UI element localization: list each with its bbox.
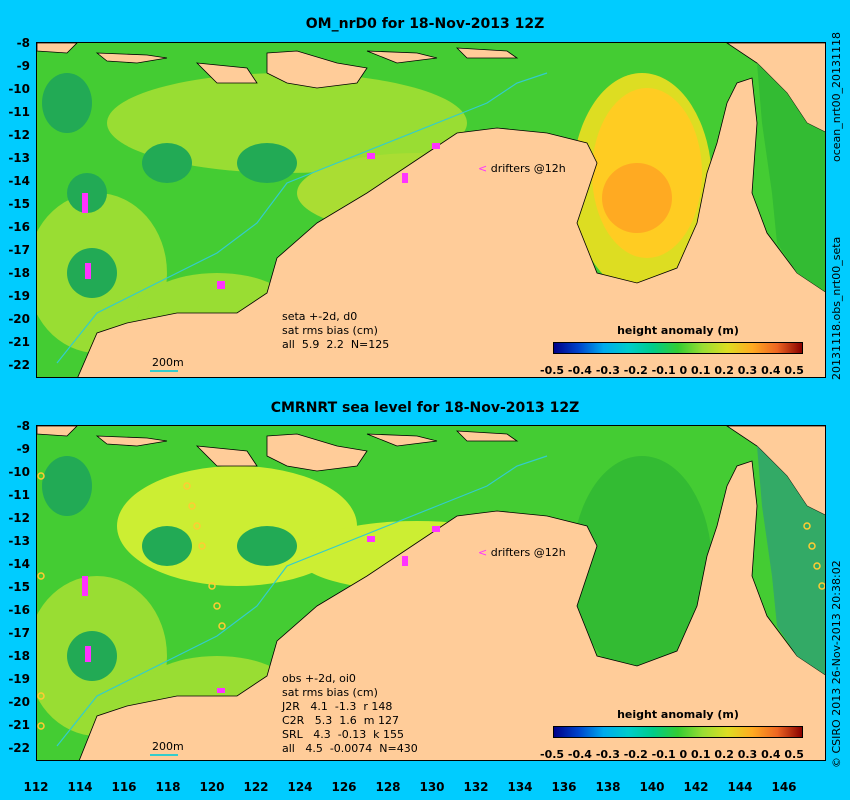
bottom-ytick: -18 [8, 649, 30, 663]
bottom-ytick: -17 [8, 626, 30, 640]
top-ytick: -10 [8, 82, 30, 96]
bottom-map[interactable] [36, 425, 826, 761]
top-ytick: -16 [8, 220, 30, 234]
bottom-ytick: -12 [8, 511, 30, 525]
top-ytick: -19 [8, 289, 30, 303]
bottom-ytick: -8 [16, 419, 30, 433]
bottom-isobath-legend-line [150, 754, 178, 756]
top-ytick: -15 [8, 197, 30, 211]
top-ytick: -20 [8, 312, 30, 326]
xtick: 144 [727, 780, 753, 794]
bottom-ytick: -9 [16, 442, 30, 456]
top-ytick: -11 [8, 105, 30, 119]
bottom-colorbar [553, 726, 803, 738]
top-colorbar-ticks: -0.5 -0.4 -0.3 -0.2 -0.1 0 0.1 0.2 0.3 0.4 0.5 [540, 364, 804, 377]
bottom-drifters-label: < drifters @12h [478, 546, 566, 559]
bottom-ytick: -13 [8, 534, 30, 548]
bottom-stats: obs +-2d, oi0 sat rms bias (cm) J2R 4.1 -1… [282, 672, 418, 755]
bottom-side-label: © CSIRO 2013 26-Nov-2013 20:38:02 [830, 560, 843, 768]
bottom-ytick: -14 [8, 557, 30, 571]
top-drifters-label: < drifters @12h [478, 162, 566, 175]
xtick: 116 [111, 780, 137, 794]
top-scale-label: 200m [152, 356, 184, 369]
top-ytick: -18 [8, 266, 30, 280]
top-ytick: -14 [8, 174, 30, 188]
bottom-ytick: -16 [8, 603, 30, 617]
top-ytick: -12 [8, 128, 30, 142]
top-map-title: OM_nrD0 for 18-Nov-2013 12Z [305, 16, 545, 32]
top-side-label-2: 20131118.obs_nrt00_seta [830, 236, 843, 380]
top-map[interactable] [36, 42, 826, 378]
xtick: 140 [639, 780, 665, 794]
bottom-scale-label: 200m [152, 740, 184, 753]
top-map-canvas [37, 43, 825, 377]
top-colorbar-title: height anomaly (m) [617, 324, 739, 337]
xtick: 126 [331, 780, 357, 794]
top-ytick: -17 [8, 243, 30, 257]
top-side-label: ocean_nrt00_20131118 [830, 31, 843, 162]
bottom-ytick: -22 [8, 741, 30, 755]
top-ytick: -8 [16, 36, 30, 50]
xtick: 134 [507, 780, 533, 794]
top-stats: seta +-2d, d0 sat rms bias (cm) all 5.9 2.… [282, 310, 390, 351]
xtick: 136 [551, 780, 577, 794]
xtick: 118 [155, 780, 181, 794]
bottom-ytick: -11 [8, 488, 30, 502]
xtick: 138 [595, 780, 621, 794]
bottom-colorbar-title: height anomaly (m) [617, 708, 739, 721]
xtick: 112 [23, 780, 49, 794]
top-ytick: -22 [8, 358, 30, 372]
xtick: 120 [199, 780, 225, 794]
top-isobath-legend-line [150, 370, 178, 372]
top-ytick: -13 [8, 151, 30, 165]
bottom-ytick: -15 [8, 580, 30, 594]
bottom-ytick: -21 [8, 718, 30, 732]
top-ytick: -9 [16, 59, 30, 73]
xtick: 142 [683, 780, 709, 794]
bottom-map-title: CMRNRT sea level for 18-Nov-2013 12Z [270, 400, 580, 416]
xtick: 128 [375, 780, 401, 794]
bottom-colorbar-ticks: -0.5 -0.4 -0.3 -0.2 -0.1 0 0.1 0.2 0.3 0.4 0.5 [540, 748, 804, 761]
xtick: 132 [463, 780, 489, 794]
bottom-ytick: -20 [8, 695, 30, 709]
xtick: 114 [67, 780, 93, 794]
bottom-map-canvas [37, 426, 825, 760]
xtick: 122 [243, 780, 269, 794]
bottom-ytick: -19 [8, 672, 30, 686]
top-ytick: -21 [8, 335, 30, 349]
top-colorbar [553, 342, 803, 354]
bottom-ytick: -10 [8, 465, 30, 479]
xtick: 124 [287, 780, 313, 794]
xtick: 146 [771, 780, 797, 794]
xtick: 130 [419, 780, 445, 794]
